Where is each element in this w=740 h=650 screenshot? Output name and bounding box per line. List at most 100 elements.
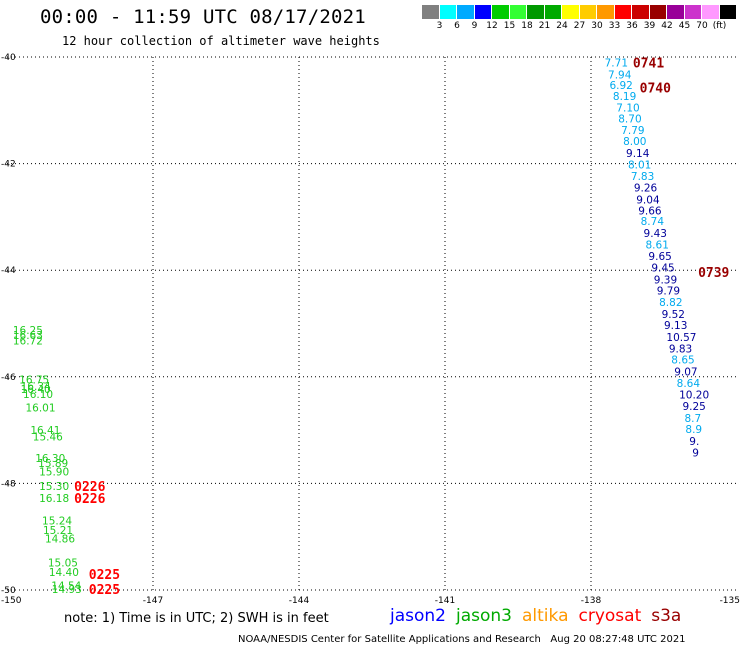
lat-tick-label: -50 — [1, 586, 16, 596]
swh-value-label: 7.79 — [621, 125, 644, 137]
color-scale-swatch — [562, 5, 580, 19]
lon-tick-label: -141 — [435, 596, 455, 606]
color-scale-label: 24 — [556, 21, 568, 31]
color-scale-label: (ft) — [712, 21, 727, 31]
color-scale-swatch — [422, 5, 440, 19]
footer-credit: NOAA/NESDIS Center for Satellite Applica… — [238, 634, 686, 645]
swh-value-label: 9.65 — [648, 251, 671, 263]
lon-tick-label: -144 — [289, 596, 310, 606]
swh-value-label: 8.82 — [659, 297, 682, 309]
swh-value-label: 16.25 — [13, 325, 43, 337]
swh-value-label: 15.21 — [43, 525, 73, 537]
swh-value-label: 9.26 — [634, 183, 658, 195]
swh-value-label: 8.64 — [677, 378, 701, 390]
color-scale-swatch — [439, 5, 457, 19]
swh-value-label: 9.52 — [662, 309, 685, 321]
color-scale-label: 45 — [678, 21, 691, 31]
color-scale-swatch — [632, 5, 650, 19]
swh-value-label: 6.92 — [609, 80, 632, 92]
swh-value-label: 15.24 — [42, 516, 72, 528]
map-grid — [7, 56, 737, 591]
lat-tick-label: -40 — [1, 53, 16, 63]
swh-value-label: 15.05 — [48, 557, 78, 569]
swh-value-label: 16.01 — [25, 403, 55, 415]
swh-value-label: 14.40 — [49, 567, 79, 579]
color-scale-label: 27 — [573, 21, 586, 31]
lat-tick-label: -48 — [1, 479, 16, 489]
color-scale-label: 42 — [661, 21, 673, 31]
swh-value-label: 16.72 — [13, 336, 43, 348]
time-label: 0225 — [89, 583, 120, 598]
swh-value-label: 16.10 — [23, 389, 53, 401]
lon-tick-label: -135 — [720, 596, 740, 606]
color-scale-swatch — [614, 5, 632, 19]
color-scale-label: 21 — [538, 21, 551, 31]
swh-value-label: 9.13 — [664, 320, 687, 332]
color-scale-swatch — [719, 5, 737, 19]
time-label: 0741 — [633, 56, 664, 71]
legend-jason3: jason3 — [456, 606, 512, 626]
swh-value-label: 8.61 — [646, 240, 669, 252]
legend-jason2: jason2 — [390, 606, 446, 626]
lon-tick-label: -147 — [143, 596, 163, 606]
color-scale-label: 12 — [486, 21, 498, 31]
color-scale-swatch — [684, 5, 702, 19]
swh-value-label: 7.10 — [616, 103, 639, 115]
units-note: note: 1) Time is in UTC; 2) SWH is in fe… — [64, 611, 329, 626]
swh-value-label: 8.7 — [684, 413, 701, 425]
swh-value-label: 9. — [689, 436, 699, 448]
lat-tick-label: -42 — [1, 160, 16, 170]
color-scale-label: 70 — [696, 21, 708, 31]
swh-value-label: 9.43 — [644, 228, 667, 240]
swh-value-label: 8.74 — [641, 216, 665, 228]
color-scale-swatch — [649, 5, 667, 19]
lon-tick-label: -150 — [1, 596, 22, 606]
swh-value-label: 9.83 — [669, 344, 692, 356]
swh-value-label: 14.93 — [52, 584, 82, 596]
color-scale-swatch — [579, 5, 597, 19]
color-scale-bar — [422, 5, 737, 19]
swh-value-label: 9.66 — [638, 206, 662, 218]
color-scale-swatch — [509, 5, 527, 19]
swh-value-label: 15.46 — [33, 431, 63, 443]
swh-value-label: 16.63 — [13, 330, 43, 342]
color-scale-label: 6 — [454, 21, 460, 31]
color-scale-label: 30 — [591, 21, 603, 31]
swh-value-label: 14.86 — [45, 533, 75, 545]
color-scale-swatch — [457, 5, 475, 19]
color-scale-swatch — [667, 5, 685, 19]
color-scale-label: 3 — [436, 21, 443, 31]
satellite-legend: jason2 jason3 altika cryosat s3a — [390, 606, 691, 626]
color-scale-swatch — [702, 5, 720, 19]
swh-value-label: 9 — [692, 447, 699, 459]
wave-height-marks: 7.717.946.928.197.108.707.798.009.148.01… — [13, 56, 730, 598]
swh-value-label: 7.83 — [631, 171, 654, 183]
legend-altika: altika — [522, 606, 569, 626]
swh-value-label: 8.19 — [613, 91, 636, 103]
swh-value-label: 15.90 — [39, 467, 69, 479]
swh-value-label: 16.41 — [30, 425, 60, 437]
swh-value-label: 8.01 — [628, 160, 651, 172]
swh-value-label: 15.30 — [39, 481, 69, 493]
time-label: 0739 — [698, 266, 729, 281]
swh-value-label: 9.45 — [651, 263, 674, 275]
swh-value-label: 9.25 — [682, 401, 705, 413]
page-subtitle: 12 hour collection of altimeter wave hei… — [62, 34, 380, 48]
swh-value-label: 9.14 — [626, 148, 650, 160]
swh-value-label: 10.20 — [679, 389, 709, 401]
swh-value-label: 9.04 — [636, 194, 660, 206]
color-scale-swatch — [527, 5, 545, 19]
time-label: 0226 — [74, 480, 105, 495]
color-scale-label: 36 — [626, 21, 638, 31]
color-scale-swatch — [597, 5, 615, 19]
color-scale-label: 9 — [471, 21, 478, 31]
swh-value-label: 8.9 — [685, 424, 702, 436]
axis-ticks: -40 -42 -44 -46 -48 -50-150 -147 -144 -141 -138 -1… — [1, 53, 740, 606]
swh-value-label: 10.57 — [666, 332, 696, 344]
swh-value-label: 16.34 — [21, 381, 51, 393]
lon-tick-label: -138 — [581, 596, 602, 606]
swh-value-label: 7.71 — [605, 57, 628, 69]
legend-cryosat: cryosat — [578, 606, 642, 626]
swh-value-label: 16.75 — [19, 374, 49, 386]
